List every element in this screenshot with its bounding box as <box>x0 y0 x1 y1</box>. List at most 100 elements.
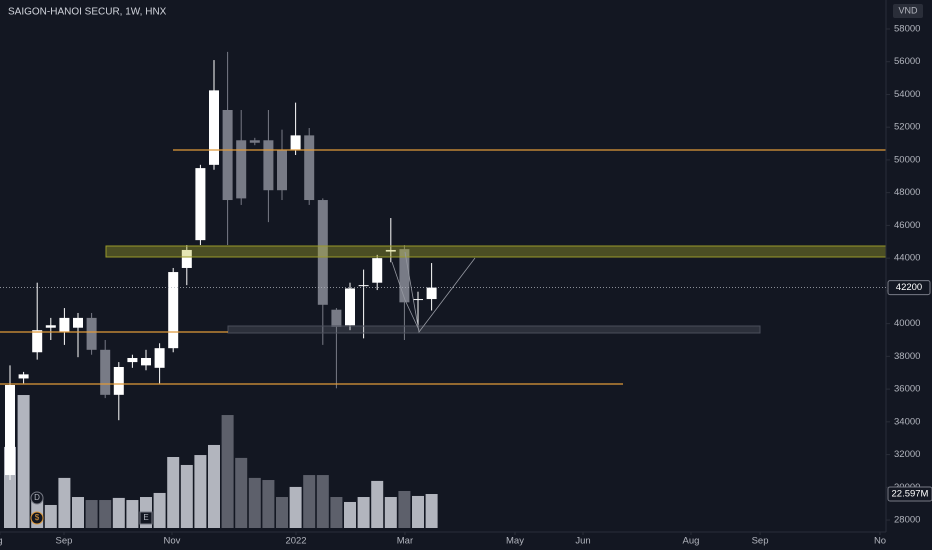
volume-label: 22.597M <box>892 489 929 500</box>
x-tick-label: No <box>874 536 886 547</box>
y-tick-label: 34000 <box>894 416 920 427</box>
marker-label: E <box>143 513 148 522</box>
candle-body <box>168 272 179 349</box>
candle-body <box>32 330 43 353</box>
volume-bar <box>126 500 139 528</box>
dividend-marker[interactable] <box>30 491 44 505</box>
y-tick-label: 50000 <box>894 154 920 165</box>
dividend-marker[interactable] <box>30 511 44 525</box>
candle-body <box>141 357 152 366</box>
y-tick-label: 52000 <box>894 122 920 133</box>
volume-bar <box>412 495 425 528</box>
drawings <box>0 149 887 385</box>
candle-body <box>236 140 247 199</box>
resistance-zone <box>105 245 887 258</box>
x-tick-label: Nov <box>164 536 181 547</box>
candle-body <box>127 357 138 363</box>
earnings-marker[interactable] <box>139 511 153 525</box>
candle-body <box>59 317 70 332</box>
candle-body <box>72 317 83 328</box>
candle-body <box>290 135 301 151</box>
candle-body <box>385 249 396 252</box>
candle-body <box>18 374 29 379</box>
volume-bar <box>71 497 84 528</box>
volume-bar <box>316 475 329 528</box>
volume-bar <box>235 457 248 528</box>
volume-bar <box>180 464 193 528</box>
x-tick-label: Sep <box>752 536 769 547</box>
y-tick-label: 36000 <box>894 384 920 395</box>
marker-label: $ <box>35 513 40 522</box>
volume-bar <box>344 501 357 528</box>
candle-body <box>4 385 15 476</box>
x-tick-label: Sep <box>56 536 73 547</box>
volume-bar <box>112 497 125 528</box>
candle-body <box>181 249 192 268</box>
x-tick-label: Mar <box>397 536 413 547</box>
volume-bar <box>371 480 384 528</box>
volume-box <box>887 486 932 502</box>
candle-body <box>195 168 206 241</box>
volume-bar <box>99 500 112 528</box>
volume-bar <box>58 477 71 528</box>
candle-body <box>358 285 369 287</box>
y-tick-label: 48000 <box>894 187 920 198</box>
candle-body <box>426 287 437 300</box>
volume-bar <box>330 497 343 528</box>
trend-line <box>391 261 420 331</box>
x-tick-label: 2022 <box>285 536 306 547</box>
candle-body <box>113 366 124 395</box>
candle-body <box>249 140 260 143</box>
candle-body <box>345 288 356 326</box>
currency-box <box>893 4 923 18</box>
volume-bar <box>208 444 221 528</box>
candle-body <box>413 299 424 301</box>
y-tick-label: 54000 <box>894 89 920 100</box>
candle-body <box>317 200 328 305</box>
volume-bar <box>85 500 98 528</box>
y-tick-label: 38000 <box>894 351 920 362</box>
last-price-box <box>887 280 931 296</box>
support-zone <box>227 325 761 334</box>
y-tick-label: 44000 <box>894 253 920 264</box>
marker-label: D <box>34 493 40 502</box>
y-tick-label: 40000 <box>894 318 920 329</box>
candle-body <box>45 325 56 328</box>
volume-bar <box>221 415 234 528</box>
volume-bar <box>17 395 30 528</box>
volume-bar <box>262 480 275 528</box>
chart-title: SAIGON-HANOI SECUR, 1W, HNX <box>8 7 167 18</box>
candle-body <box>331 309 342 327</box>
volume-bar <box>303 475 316 528</box>
last-price-label: 42200 <box>896 282 922 293</box>
candle-body <box>86 317 97 350</box>
candle-body <box>372 258 383 283</box>
candle-body <box>154 348 165 368</box>
volume-bar <box>384 497 397 528</box>
candle-body <box>100 349 111 395</box>
plot <box>3 51 438 528</box>
x-tick-label: May <box>506 536 524 547</box>
x-tick-label: g <box>0 536 3 547</box>
volume-bar <box>44 504 57 528</box>
volume-bar <box>167 456 180 528</box>
y-tick-label: 58000 <box>894 23 920 34</box>
volume-bar <box>357 497 370 528</box>
volume-bar <box>398 490 411 528</box>
volume-bar <box>276 497 289 528</box>
candle-body <box>304 135 315 201</box>
x-tick-label: Aug <box>683 536 700 547</box>
volume-bar <box>289 486 302 528</box>
candle-body <box>277 150 288 191</box>
y-tick-label: 46000 <box>894 220 920 231</box>
y-tick-label: 56000 <box>894 56 920 67</box>
volume-bar <box>425 494 438 528</box>
y-tick-label: 32000 <box>894 449 920 460</box>
volume-bar <box>194 455 207 528</box>
volume-bar <box>153 492 166 528</box>
candle-body <box>222 110 233 201</box>
currency: VND <box>898 5 918 15</box>
